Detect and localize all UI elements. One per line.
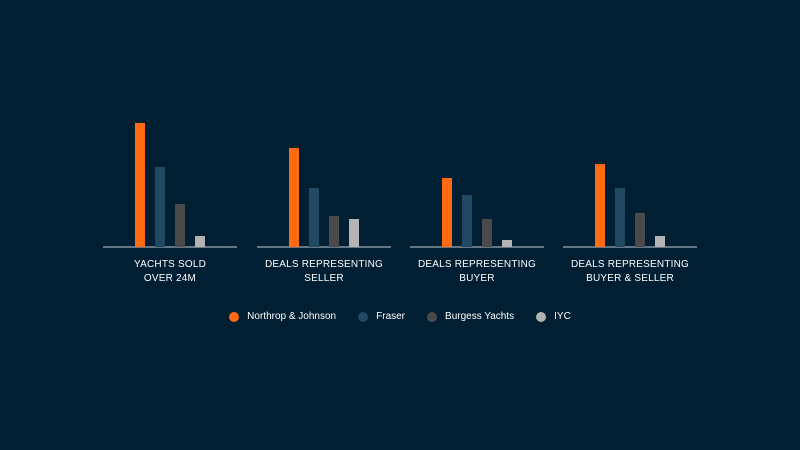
category-label: YACHTS SOLD OVER 24M <box>133 259 207 284</box>
bar-northrop-johnson-4 <box>595 164 605 247</box>
legend-item: Fraser <box>358 311 405 322</box>
legend-item: IYC <box>536 311 571 322</box>
bar-northrop-johnson-3 <box>442 178 452 247</box>
legend-label: Fraser <box>376 311 406 322</box>
legend-item: Northrop & Johnson <box>229 311 336 322</box>
bar-northrop-johnson-2 <box>289 148 299 247</box>
legend-label: Northrop & Johnson <box>247 311 337 322</box>
bar-fraser-4 <box>615 188 625 247</box>
legend-swatch <box>229 311 240 322</box>
legend-label: IYC <box>554 311 571 322</box>
bar-iyc-1 <box>195 236 205 247</box>
legend: Northrop & Johnson Fraser Burgess Yachts IY… <box>0 311 800 322</box>
legend-swatch <box>358 311 369 322</box>
bar-burgess-yachts-1 <box>175 204 185 247</box>
category-label: DEALS REPRESENTING BUYER <box>417 259 537 284</box>
bar-northrop-johnson-1 <box>135 123 145 247</box>
bar-iyc-2 <box>349 219 359 247</box>
legend-label: Burgess Yachts <box>445 311 515 322</box>
bar-iyc-3 <box>502 240 512 247</box>
category-label: DEALS REPRESENTING SELLER <box>264 259 384 284</box>
legend-swatch <box>427 311 438 322</box>
legend-swatch <box>536 311 547 322</box>
bar-fraser-3 <box>462 195 472 247</box>
bar-fraser-2 <box>309 188 319 247</box>
bar-iyc-4 <box>655 236 665 247</box>
legend-item: Burgess Yachts <box>427 311 514 322</box>
bar-fraser-1 <box>155 167 165 247</box>
bar-burgess-yachts-2 <box>329 216 339 247</box>
bar-burgess-yachts-4 <box>635 213 645 247</box>
category-label: DEALS REPRESENTING BUYER & SELLER <box>570 259 690 284</box>
bar-burgess-yachts-3 <box>482 219 492 247</box>
